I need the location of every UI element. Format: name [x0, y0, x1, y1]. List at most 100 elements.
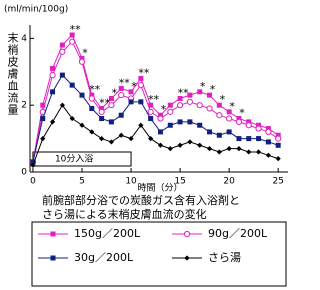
significance-mark: ** — [148, 93, 160, 106]
x-tick-label: 5 — [79, 177, 85, 187]
significance-mark: * — [161, 103, 167, 116]
data-point — [167, 102, 173, 108]
data-point — [187, 92, 193, 98]
x-tick-label: 20 — [223, 177, 235, 187]
significance-mark: * — [112, 87, 118, 100]
data-point — [216, 112, 223, 119]
data-point — [275, 135, 282, 142]
caption: さら湯による末梢皮膚血流の変化 — [42, 207, 207, 221]
significance-mark: ** — [70, 23, 82, 36]
data-point — [89, 129, 95, 135]
x-tick-label: 0 — [30, 177, 36, 187]
data-point — [78, 58, 86, 65]
data-point — [246, 149, 252, 155]
data-point — [157, 112, 163, 118]
data-point — [99, 106, 105, 112]
data-point — [79, 122, 85, 128]
data-point — [79, 92, 85, 98]
data-point — [108, 139, 115, 145]
data-point — [236, 116, 242, 122]
data-point — [30, 159, 36, 165]
data-point — [197, 122, 203, 128]
significance-mark: * — [200, 80, 206, 93]
data-point — [108, 119, 114, 125]
data-point — [108, 102, 115, 109]
legend-label: 30g／200L — [74, 251, 134, 264]
data-point — [137, 82, 144, 89]
data-point — [226, 115, 233, 122]
data-point — [148, 116, 154, 122]
data-point — [226, 109, 232, 115]
data-point — [147, 108, 154, 115]
data-point — [59, 72, 65, 78]
data-point — [176, 102, 184, 109]
data-point — [235, 118, 243, 125]
y-tick-label: 0 — [21, 168, 27, 178]
significance-mark: * — [210, 83, 216, 96]
significance-mark: ** — [119, 76, 131, 89]
data-point — [40, 102, 46, 108]
data-point — [69, 82, 75, 88]
data-point — [275, 132, 281, 138]
data-point — [98, 108, 105, 115]
significance-mark: * — [82, 46, 88, 59]
data-point — [216, 149, 222, 155]
data-point — [69, 115, 75, 122]
legend-label: さら湯 — [208, 251, 241, 264]
significance-mark: ** — [178, 87, 190, 100]
data-point — [226, 129, 232, 135]
data-point — [265, 126, 271, 132]
data-point — [177, 119, 183, 125]
data-point — [186, 98, 194, 105]
data-point — [108, 96, 114, 101]
data-point — [50, 65, 56, 71]
data-point — [89, 106, 95, 112]
data-point — [167, 108, 174, 115]
x-tick-label: 10 — [125, 177, 137, 187]
legend-marker — [50, 255, 56, 261]
data-point — [89, 92, 95, 98]
data-point — [246, 136, 252, 142]
data-point — [187, 119, 193, 125]
data-point — [197, 89, 203, 95]
data-point — [69, 32, 75, 38]
bath-label: 10分入浴 — [55, 154, 93, 165]
legend-marker — [183, 230, 191, 238]
legend-label: 90g／200L — [208, 227, 268, 240]
data-point — [216, 132, 222, 138]
data-point — [49, 119, 56, 125]
significance-mark: * — [229, 100, 235, 113]
data-point — [167, 146, 173, 152]
data-point — [88, 95, 95, 102]
data-point — [59, 48, 66, 55]
significance-mark: * — [220, 93, 226, 106]
data-point — [275, 156, 281, 162]
data-point — [79, 55, 85, 61]
significance-mark: * — [131, 80, 137, 93]
legend-frame — [31, 221, 287, 287]
data-point — [40, 135, 46, 142]
data-point — [207, 129, 213, 135]
data-point — [50, 89, 56, 95]
data-point — [49, 72, 56, 79]
significance-mark: ** — [89, 83, 101, 96]
data-point — [187, 139, 193, 145]
data-point — [236, 146, 242, 152]
data-point — [148, 135, 154, 142]
data-point — [255, 149, 262, 155]
data-point — [265, 152, 271, 158]
legend-label: 150g／200L — [74, 227, 141, 240]
data-point — [226, 146, 232, 152]
chart: (ml/min/100g) 末梢皮膚血流量 時間（分） 前腕部部分浴での炭酸ガス… — [4, 5, 288, 287]
data-point — [207, 92, 213, 98]
data-point — [246, 119, 252, 125]
data-point — [157, 142, 164, 148]
data-point — [59, 102, 65, 108]
data-point — [157, 115, 164, 122]
data-point — [30, 162, 36, 168]
data-point — [206, 146, 213, 152]
data-point — [275, 142, 281, 148]
x-tick-label: 25 — [272, 177, 283, 187]
data-point — [138, 122, 144, 128]
data-point — [177, 96, 183, 101]
